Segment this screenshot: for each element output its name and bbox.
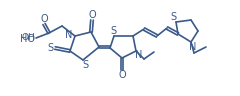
Text: S: S (82, 60, 88, 70)
Text: HO: HO (20, 34, 35, 44)
Text: N: N (135, 50, 143, 60)
Text: S: S (110, 26, 116, 36)
Text: O: O (118, 70, 126, 80)
Text: S: S (170, 12, 176, 22)
Text: OH: OH (21, 34, 35, 43)
Text: S: S (47, 43, 53, 53)
Text: O: O (88, 10, 96, 21)
Text: N: N (189, 42, 197, 52)
Text: N: N (65, 30, 73, 40)
Text: O: O (40, 14, 48, 24)
